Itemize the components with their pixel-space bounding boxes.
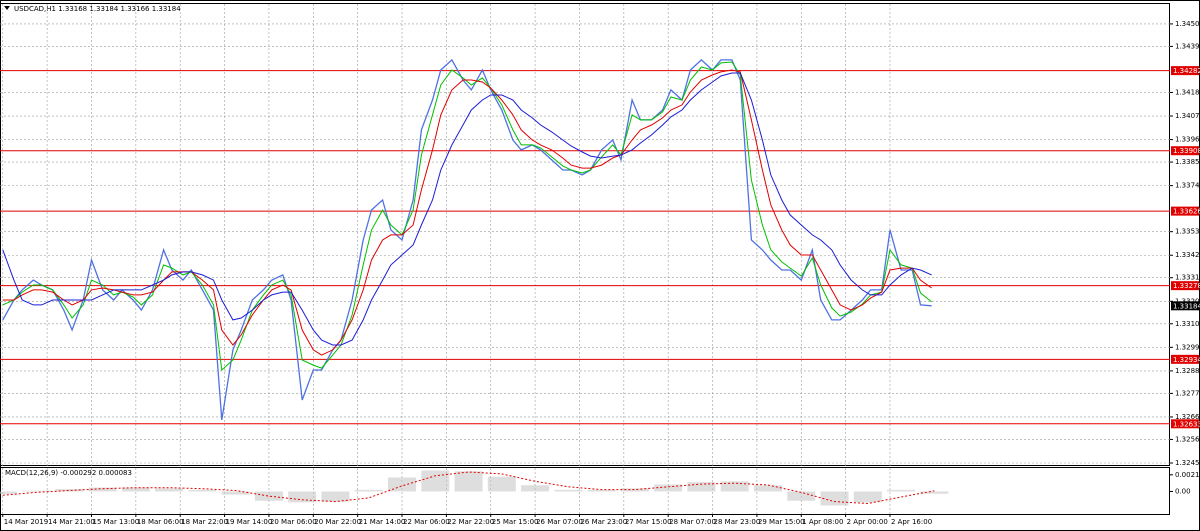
x-tick-label: 29 Mar 15:00 bbox=[758, 518, 805, 526]
level-label: 1.33626 bbox=[1173, 208, 1200, 216]
x-tick-label: 28 Mar 23:00 bbox=[714, 518, 761, 526]
x-tick-label: 18 Mar 22:00 bbox=[181, 518, 228, 526]
current-price-box bbox=[1171, 301, 1199, 311]
y-tick-label: 1.33960 bbox=[1175, 136, 1200, 144]
x-tick-label: 1 Apr 08:00 bbox=[802, 518, 843, 526]
macd-histogram-bar bbox=[654, 484, 683, 492]
level-label-box bbox=[1171, 281, 1199, 291]
y-tick-label: 1.34180 bbox=[1175, 88, 1200, 96]
macd-histogram-bar bbox=[288, 491, 317, 503]
y-tick-label: 1.33530 bbox=[1175, 228, 1200, 236]
macd-histogram-bar bbox=[388, 477, 417, 492]
level-label: 1.34282 bbox=[1173, 67, 1200, 75]
macd-histogram-bar bbox=[620, 488, 649, 492]
macd-histogram-bar bbox=[188, 489, 217, 492]
x-tick-label: 2 Apr 16:00 bbox=[891, 518, 932, 526]
y-tick-label: 1.32990 bbox=[1175, 343, 1200, 351]
macd-histogram-bar bbox=[487, 476, 516, 492]
macd-histogram-bar bbox=[887, 489, 916, 492]
level-label: 1.33278 bbox=[1173, 282, 1200, 290]
x-tick-label: 22 Mar 06:00 bbox=[403, 518, 450, 526]
y-tick-label: 1.33745 bbox=[1175, 182, 1200, 190]
macd-histogram-bar bbox=[753, 485, 782, 492]
x-tick-label: 28 Mar 07:00 bbox=[669, 518, 716, 526]
y-tick-label: 1.33420 bbox=[1175, 251, 1200, 259]
x-tick-label: 27 Mar 15:00 bbox=[625, 518, 672, 526]
series-line bbox=[2, 72, 932, 346]
x-tick-label: 25 Mar 15:00 bbox=[492, 518, 539, 526]
series-line bbox=[2, 58, 932, 421]
level-label: 1.33908 bbox=[1173, 147, 1200, 155]
macd-histogram-bar bbox=[22, 490, 51, 492]
macd-histogram-bar bbox=[221, 491, 250, 495]
macd-histogram-bar bbox=[454, 471, 483, 492]
main-panel bbox=[0, 3, 1170, 466]
macd-histogram-bar bbox=[321, 491, 350, 502]
x-tick-label: 2 Apr 00:00 bbox=[847, 518, 888, 526]
y-tick-label: 1.32880 bbox=[1175, 367, 1200, 375]
x-tick-label: 26 Mar 23:00 bbox=[580, 518, 627, 526]
y-tick-label: 1.32450 bbox=[1175, 459, 1200, 467]
level-label: 1.32633 bbox=[1173, 420, 1200, 428]
macd-title: MACD(12,26,9) -0.000292 0.000083 bbox=[5, 469, 132, 477]
level-label-box bbox=[1171, 354, 1199, 364]
y-tick-label: 1.33855 bbox=[1175, 158, 1200, 166]
x-tick-label: 18 Mar 06:00 bbox=[137, 518, 184, 526]
y-tick-label: 1.34070 bbox=[1175, 112, 1200, 120]
macd-histogram-bar bbox=[421, 470, 450, 492]
x-tick-label: 15 Mar 13:00 bbox=[92, 518, 139, 526]
x-tick-label: 22 Mar 22:00 bbox=[447, 518, 494, 526]
macd-histogram-bar bbox=[521, 485, 550, 492]
level-label-box bbox=[1171, 419, 1199, 429]
macd-histogram-bar bbox=[55, 489, 84, 492]
y-tick-label: 1.34395 bbox=[1175, 42, 1200, 50]
y-tick-label: 1.33315 bbox=[1175, 274, 1200, 282]
macd-histogram-bar bbox=[354, 489, 383, 492]
macd-panel bbox=[0, 467, 1170, 515]
macd-histogram-bar bbox=[587, 489, 616, 492]
macd-histogram-bar bbox=[787, 491, 816, 501]
x-tick-label: 19 Mar 14:00 bbox=[226, 518, 273, 526]
current-price-label: 1.33184 bbox=[1173, 302, 1200, 310]
macd-histogram-bar bbox=[155, 488, 184, 492]
x-tick-label: 26 Mar 07:00 bbox=[536, 518, 583, 526]
level-label-box bbox=[1171, 146, 1199, 156]
x-tick-label: 20 Mar 22:00 bbox=[314, 518, 361, 526]
macd-histogram-bar bbox=[554, 489, 583, 492]
y-tick-label: 1.32560 bbox=[1175, 435, 1200, 443]
level-label-box bbox=[1171, 206, 1199, 216]
y-tick-label: 1.33100 bbox=[1175, 320, 1200, 328]
x-tick-label: 14 Mar 21:00 bbox=[48, 518, 95, 526]
macd-histogram-bar bbox=[820, 491, 849, 506]
menu-arrow bbox=[4, 6, 10, 10]
y-tick-label: 1.32665 bbox=[1175, 413, 1200, 421]
y-tick-label: 1.32775 bbox=[1175, 389, 1200, 397]
x-tick-label: 20 Mar 06:00 bbox=[270, 518, 317, 526]
macd-histogram-bar bbox=[121, 487, 150, 492]
level-label-box bbox=[1171, 66, 1199, 76]
y-tick-label: 1.34500 bbox=[1175, 20, 1200, 28]
x-tick-label: 21 Mar 14:00 bbox=[359, 518, 406, 526]
y-tick-label: 0.002145 bbox=[1175, 471, 1200, 479]
macd-histogram-bar bbox=[254, 491, 283, 501]
series-line bbox=[2, 69, 932, 356]
macd-histogram-bar bbox=[720, 481, 749, 492]
macd-histogram-bar bbox=[920, 491, 949, 494]
macd-histogram-bar bbox=[687, 482, 716, 492]
series-line bbox=[2, 61, 932, 372]
x-tick-label: 14 Mar 2019 bbox=[4, 518, 48, 526]
y-tick-label: 0.00 bbox=[1175, 487, 1191, 495]
chart-title: USDCAD,H1 1.33168 1.33184 1.33166 1.3318… bbox=[14, 5, 181, 13]
macd-histogram-bar bbox=[0, 491, 17, 494]
level-label: 1.32934 bbox=[1173, 356, 1200, 364]
macd-histogram-bar bbox=[853, 491, 882, 503]
macd-histogram-bar bbox=[88, 487, 117, 492]
